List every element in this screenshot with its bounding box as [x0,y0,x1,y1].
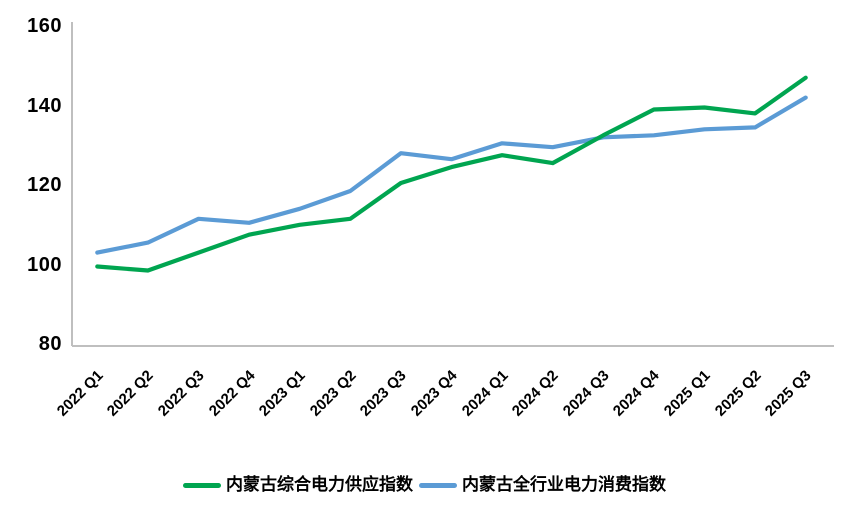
y-tick-label-160: 160 [27,15,62,37]
y-tick-label-100: 100 [27,253,62,276]
legend-swatch-consumption-line [419,482,457,488]
y-tick-label-80: 80 [38,333,62,355]
legend-label-consumption-index: 内蒙古全行业电力消费指数 [462,475,666,494]
series-line-consumption-index [95,95,808,255]
y-tick-label-140: 140 [27,94,62,117]
legend: 内蒙古综合电力供应指数 内蒙古全行业电力消费指数 [0,474,849,496]
y-tick-label-120: 120 [27,174,62,196]
legend-item-consumption-index: 内蒙古全行业电力消费指数 [419,474,666,496]
legend-swatch-supply-line [183,482,221,488]
legend-label-supply-index: 内蒙古综合电力供应指数 [226,475,413,494]
series-line-supply-index [95,75,808,273]
legend-item-supply-index: 内蒙古综合电力供应指数 [183,474,413,496]
